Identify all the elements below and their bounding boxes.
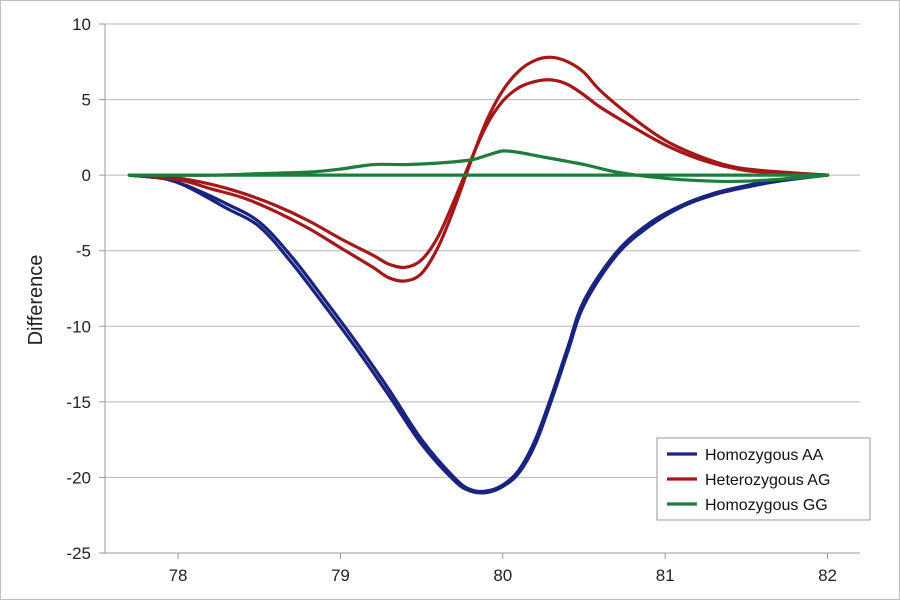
- y-tick-label: -15: [66, 393, 91, 412]
- x-tick-label: 81: [656, 566, 675, 585]
- y-tick-label: -10: [66, 317, 91, 336]
- y-tick-label: -5: [76, 242, 91, 261]
- series-line-heterozygous-ag-2: [127, 55, 830, 283]
- x-tick-label: 78: [169, 566, 188, 585]
- x-tick-label: 82: [818, 566, 837, 585]
- series-lines: [127, 55, 830, 495]
- legend-label: Heterozygous AG: [705, 472, 830, 489]
- series-line-homozygous-aa-1: [127, 173, 830, 494]
- x-tick-label: 79: [331, 566, 350, 585]
- legend: Homozygous AA Heterozygous AG Homozygous G…: [656, 437, 871, 521]
- x-tick-labels: 78 79 80 81 82: [169, 566, 837, 585]
- y-tick-label: 10: [72, 15, 91, 34]
- series-line-homozygous-gg-4: [127, 149, 830, 184]
- x-tick-label: 80: [493, 566, 512, 585]
- y-tick-label: 0: [82, 166, 91, 185]
- y-tick-label: -20: [66, 468, 91, 487]
- axes: [99, 23, 860, 559]
- y-tick-labels: 10 5 0 -5 -10 -15 -20 -25: [66, 15, 91, 563]
- legend-label: Homozygous AA: [705, 447, 824, 464]
- y-tick-label: -25: [66, 544, 91, 563]
- legend-label: Homozygous GG: [705, 497, 828, 514]
- y-tick-label: 5: [82, 91, 91, 110]
- series-line-heterozygous-ag-3: [127, 78, 830, 270]
- y-axis-label: Difference: [25, 255, 47, 346]
